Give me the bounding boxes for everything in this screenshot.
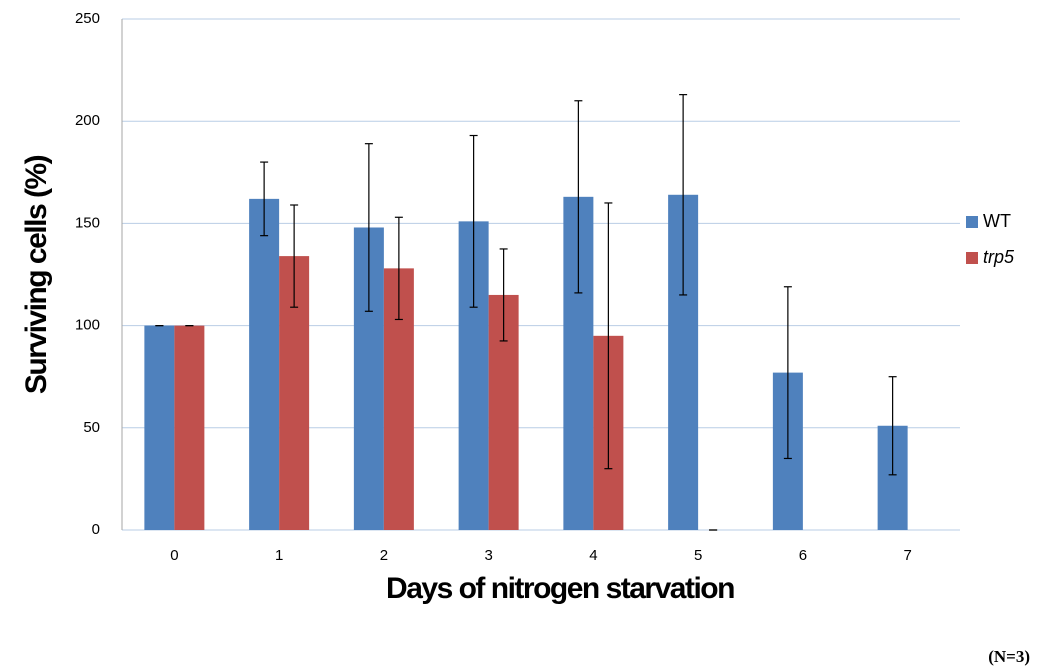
x-tick-label: 0 (170, 547, 178, 564)
bar (174, 325, 205, 530)
y-tick-label: 200 (75, 112, 100, 129)
x-axis-label: Days of nitrogen starvation (386, 572, 734, 605)
error-bar (604, 202, 613, 470)
y-tick-label: 150 (75, 214, 100, 231)
error-bar (394, 216, 403, 321)
error-bar (888, 376, 897, 476)
error-bar (260, 161, 269, 237)
x-tick-label: 2 (380, 547, 388, 564)
legend-label: WT (983, 211, 1011, 231)
error-bar (469, 134, 478, 308)
bar (249, 198, 280, 530)
error-bar (499, 248, 508, 342)
error-bar (783, 286, 792, 460)
y-tick-label: 50 (83, 419, 100, 436)
x-tick-label: 7 (903, 547, 911, 564)
error-bar (679, 94, 688, 296)
legend-swatch (966, 216, 978, 228)
error-bar (290, 204, 299, 308)
bar (144, 325, 175, 530)
y-tick-label: 100 (75, 317, 100, 334)
x-tick-label: 5 (694, 547, 702, 564)
error-bar (574, 100, 583, 294)
y-tick-label: 0 (92, 521, 100, 538)
note: (N=3) (988, 647, 1030, 666)
x-tick-label: 6 (799, 547, 807, 564)
y-tick-label: 250 (75, 10, 100, 27)
x-tick-label: 4 (589, 547, 597, 564)
error-bar (364, 143, 373, 312)
legend-swatch (966, 252, 978, 264)
y-axis-label: Surviving cells (%) (20, 155, 53, 394)
x-tick-label: 3 (484, 547, 492, 564)
x-tick-label: 1 (275, 547, 283, 564)
legend-label: trp5 (983, 247, 1015, 267)
